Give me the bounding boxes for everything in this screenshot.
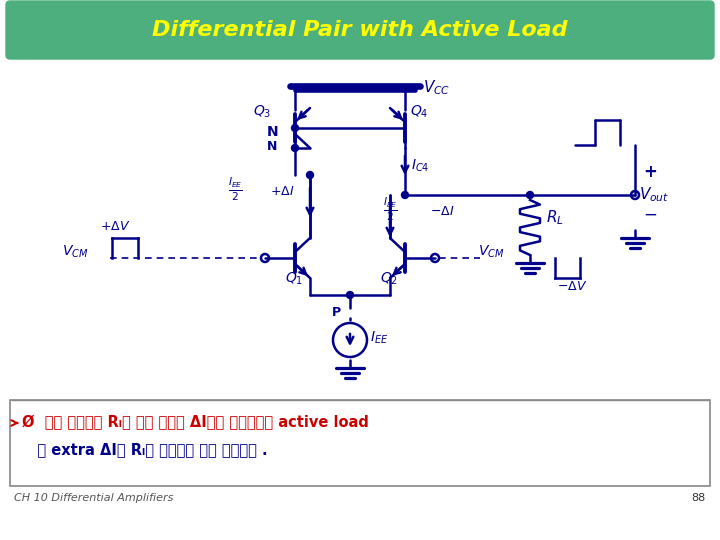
Text: CH 10 Differential Amplifiers: CH 10 Differential Amplifiers (14, 493, 174, 503)
Text: P: P (332, 306, 341, 319)
Text: $I_{EE}$: $I_{EE}$ (370, 330, 388, 346)
Text: $\frac{I_{EE}}{2}$: $\frac{I_{EE}}{2}$ (382, 196, 397, 224)
Text: $+\Delta I$: $+\Delta I$ (270, 185, 294, 198)
Text: +: + (643, 163, 657, 181)
Text: $Q_2$: $Q_2$ (380, 271, 398, 287)
Circle shape (526, 192, 534, 199)
Circle shape (292, 145, 299, 152)
Circle shape (292, 125, 299, 132)
Text: $V_{CC}$: $V_{CC}$ (423, 79, 450, 97)
Text: $R_L$: $R_L$ (546, 208, 564, 227)
Text: Differential Pair with Active Load: Differential Pair with Active Load (152, 20, 568, 40)
Text: $I_{C4}$: $I_{C4}$ (411, 158, 429, 174)
Text: 는 extra ΔI를 Rₗ로 공급하여 서로 증가시킴 .: 는 extra ΔI를 Rₗ로 공급하여 서로 증가시킴 . (22, 442, 268, 457)
Text: $-\Delta I$: $-\Delta I$ (430, 205, 454, 218)
Text: $+\Delta V$: $+\Delta V$ (100, 220, 130, 233)
Text: 88: 88 (692, 493, 706, 503)
Circle shape (307, 172, 313, 179)
Text: $Q_4$: $Q_4$ (410, 104, 428, 120)
Text: $Q_1$: $Q_1$ (285, 271, 303, 287)
FancyBboxPatch shape (6, 1, 714, 59)
Text: $V_{CM}$: $V_{CM}$ (478, 244, 505, 260)
Text: $-\Delta V$: $-\Delta V$ (557, 280, 588, 293)
Circle shape (346, 292, 354, 299)
Text: $V_{CM}$: $V_{CM}$ (62, 244, 89, 260)
Text: $Q_3$: $Q_3$ (253, 104, 271, 120)
Text: N: N (267, 140, 277, 153)
Text: N: N (267, 125, 279, 139)
Text: Ø  입력 차동쌍은 Rₗ로 부터 전류를 ΔI만큼 끓어당기고 active load: Ø 입력 차동쌍은 Rₗ로 부터 전류를 ΔI만큼 끓어당기고 active l… (22, 415, 369, 430)
Text: $\frac{I_{EE}}{2}$: $\frac{I_{EE}}{2}$ (228, 176, 243, 204)
Text: $V_{out}$: $V_{out}$ (639, 185, 669, 204)
Text: $-$: $-$ (643, 205, 657, 223)
FancyBboxPatch shape (10, 400, 710, 486)
Circle shape (402, 192, 408, 199)
